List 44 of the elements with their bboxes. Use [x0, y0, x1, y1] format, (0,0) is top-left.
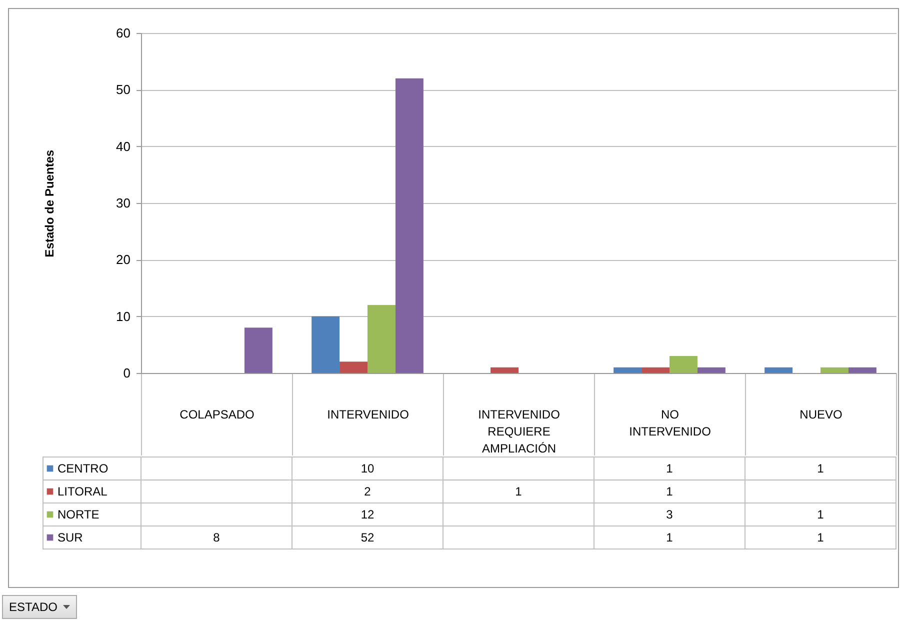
- data-label: 1: [666, 462, 674, 476]
- data-label: 1: [666, 530, 674, 544]
- data-label: 1: [817, 462, 824, 476]
- data-label: 10: [360, 462, 374, 476]
- bar: [244, 328, 272, 373]
- bar: [848, 367, 876, 373]
- y-tick-label: 60: [116, 26, 130, 40]
- x-tick-label: NO INTERVENIDO: [629, 408, 711, 438]
- bar: [614, 367, 642, 373]
- data-label: 3: [666, 508, 674, 522]
- data-label: 1: [817, 508, 824, 522]
- bar: [642, 367, 670, 373]
- bar: [395, 78, 424, 373]
- y-tick-label: 30: [116, 196, 130, 210]
- bar: [764, 367, 793, 373]
- bar: [312, 316, 340, 373]
- data-label: 2: [364, 484, 372, 498]
- data-label: 1: [515, 484, 522, 498]
- legend-label: LITORAL: [58, 484, 108, 498]
- data-label: 8: [213, 530, 220, 544]
- y-axis-title: Estado de Puentes: [42, 150, 56, 258]
- y-tick-label: 0: [123, 366, 130, 380]
- legend-label: CENTRO: [58, 462, 108, 476]
- bar: [820, 367, 848, 373]
- y-tick-label: 20: [116, 252, 130, 268]
- data-label: 52: [360, 530, 374, 544]
- x-tick-label: INTERVENIDO REQUIERE AMPLIACIÓN: [478, 408, 560, 456]
- x-tick-label: NUEVO: [800, 408, 842, 422]
- legend-label: SUR: [58, 530, 84, 544]
- bar: [340, 362, 368, 373]
- data-label: 12: [360, 508, 374, 522]
- data-label: 1: [817, 530, 824, 544]
- bar: [368, 305, 396, 373]
- bar: [697, 367, 726, 373]
- bar: [670, 356, 698, 373]
- field-button: ESTADO: [2, 595, 78, 619]
- x-tick-label: INTERVENIDO: [327, 408, 409, 422]
- data-label: 1: [666, 484, 674, 498]
- x-tick-label: COLAPSADO: [180, 408, 254, 422]
- y-tick-label: 40: [116, 138, 130, 154]
- bar: [490, 367, 518, 373]
- legend-label: NORTE: [58, 508, 100, 522]
- y-tick-label: 10: [116, 308, 130, 324]
- y-tick-label: 50: [116, 82, 130, 98]
